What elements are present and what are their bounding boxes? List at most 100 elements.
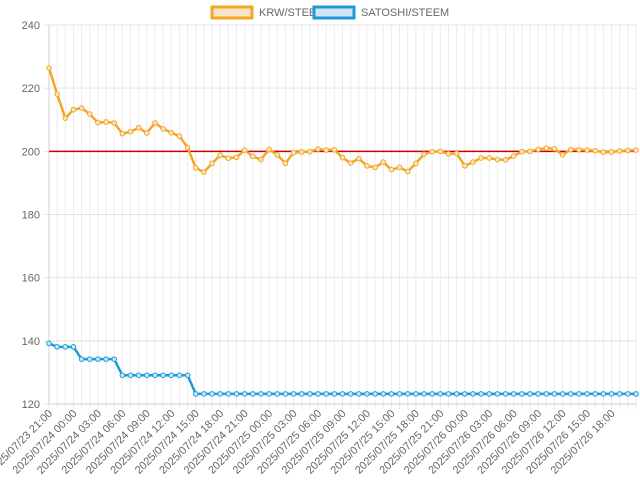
data-point-krw-steem: [331, 146, 338, 153]
data-point-satoshi-steem: [282, 391, 289, 397]
data-point-satoshi-steem: [168, 372, 175, 379]
y-tick-label: 160: [22, 273, 40, 285]
data-point-krw-steem: [592, 147, 599, 154]
data-point-krw-steem: [461, 163, 468, 169]
data-point-krw-steem: [364, 163, 370, 169]
data-point-satoshi-steem: [437, 391, 444, 397]
data-point-satoshi-steem: [608, 391, 615, 397]
data-point-satoshi-steem: [567, 391, 574, 397]
data-point-krw-steem: [494, 156, 501, 163]
data-point-satoshi-steem: [429, 391, 435, 397]
data-point-krw-steem: [616, 148, 623, 154]
data-point-satoshi-steem: [584, 391, 590, 397]
data-point-krw-steem: [250, 153, 256, 160]
data-point-satoshi-steem: [535, 391, 541, 397]
data-point-satoshi-steem: [135, 372, 142, 379]
data-point-krw-steem: [201, 169, 207, 175]
data-point-krw-steem: [225, 155, 232, 162]
data-point-krw-steem: [241, 147, 248, 153]
data-point-krw-steem: [478, 155, 484, 161]
legend-label-satoshi-steem: SATOSHI/STEEM: [361, 7, 449, 19]
data-point-satoshi-steem: [413, 391, 419, 397]
data-point-krw-steem: [502, 157, 509, 163]
data-point-satoshi-steem: [592, 391, 599, 397]
data-point-krw-steem: [608, 149, 615, 155]
data-point-satoshi-steem: [307, 391, 313, 397]
legend-item-satoshi-steem[interactable]: SATOSHI/STEEM: [312, 5, 449, 20]
data-point-krw-steem: [421, 151, 427, 157]
data-point-satoshi-steem: [519, 391, 525, 397]
data-point-satoshi-steem: [78, 356, 85, 362]
data-point-satoshi-steem: [209, 391, 215, 397]
data-point-krw-steem: [404, 168, 411, 175]
data-point-krw-steem: [135, 124, 142, 131]
data-point-satoshi-steem: [478, 391, 484, 397]
data-point-krw-steem: [527, 148, 533, 155]
data-point-krw-steem: [233, 154, 240, 161]
data-point-krw-steem: [62, 115, 69, 121]
data-point-krw-steem: [282, 160, 289, 167]
y-tick-label: 140: [22, 336, 40, 348]
data-point-satoshi-steem: [470, 391, 476, 397]
data-point-satoshi-steem: [225, 391, 232, 397]
data-point-satoshi-steem: [559, 391, 566, 397]
data-point-krw-steem: [396, 164, 403, 171]
y-axis-ticks: 120 140 160 180 200 220 240: [22, 20, 40, 411]
data-point-krw-steem: [437, 148, 444, 155]
data-point-satoshi-steem: [633, 391, 639, 397]
data-point-krw-steem: [535, 146, 541, 153]
data-point-krw-steem: [184, 144, 191, 151]
data-point-satoshi-steem: [461, 391, 468, 397]
data-point-satoshi-steem: [625, 391, 631, 397]
data-point-krw-steem: [290, 149, 297, 156]
data-point-krw-steem: [258, 156, 264, 163]
data-point-satoshi-steem: [54, 344, 60, 350]
data-point-satoshi-steem: [551, 391, 558, 397]
data-point-krw-steem: [559, 152, 566, 158]
data-point-satoshi-steem: [388, 391, 395, 397]
legend-label-krw-steem: KRW/STEEM: [259, 7, 325, 19]
data-point-krw-steem: [600, 149, 607, 156]
data-point-satoshi-steem: [486, 391, 493, 397]
data-point-krw-steem: [633, 147, 639, 153]
data-point-krw-steem: [78, 105, 85, 111]
legend-swatch-satoshi-steem: [312, 5, 356, 20]
data-point-krw-steem: [486, 155, 493, 161]
data-point-krw-steem: [176, 133, 183, 139]
data-point-krw-steem: [510, 153, 517, 159]
data-point-satoshi-steem: [576, 391, 582, 397]
data-point-satoshi-steem: [453, 391, 460, 397]
grid-lines: [44, 24, 637, 409]
legend-item-krw-steem[interactable]: KRW/STEEM: [210, 5, 325, 20]
data-point-krw-steem: [152, 120, 158, 126]
data-point-satoshi-steem: [217, 391, 224, 397]
data-point-satoshi-steem: [160, 372, 166, 379]
data-point-krw-steem: [429, 148, 435, 155]
data-point-satoshi-steem: [421, 391, 427, 397]
data-point-satoshi-steem: [201, 391, 207, 397]
data-point-satoshi-steem: [331, 391, 338, 397]
data-point-satoshi-steem: [616, 391, 623, 397]
data-point-krw-steem: [168, 129, 175, 136]
series-points: [46, 65, 639, 397]
data-point-satoshi-steem: [600, 391, 607, 397]
data-point-satoshi-steem: [445, 391, 452, 397]
data-point-krw-steem: [347, 160, 354, 166]
data-point-satoshi-steem: [127, 372, 134, 379]
data-point-satoshi-steem: [290, 391, 297, 397]
legend-swatch-krw-steem: [210, 5, 254, 20]
data-point-satoshi-steem: [152, 372, 158, 379]
data-point-satoshi-steem: [266, 391, 272, 397]
data-point-satoshi-steem: [372, 391, 378, 397]
data-point-krw-steem: [217, 152, 224, 158]
data-point-krw-steem: [543, 145, 550, 151]
data-point-satoshi-steem: [315, 391, 321, 397]
y-tick-label: 200: [22, 146, 40, 158]
data-point-krw-steem: [111, 120, 118, 126]
data-point-krw-steem: [470, 159, 476, 165]
data-point-satoshi-steem: [95, 356, 101, 362]
data-point-satoshi-steem: [347, 391, 354, 397]
data-point-krw-steem: [266, 146, 272, 153]
